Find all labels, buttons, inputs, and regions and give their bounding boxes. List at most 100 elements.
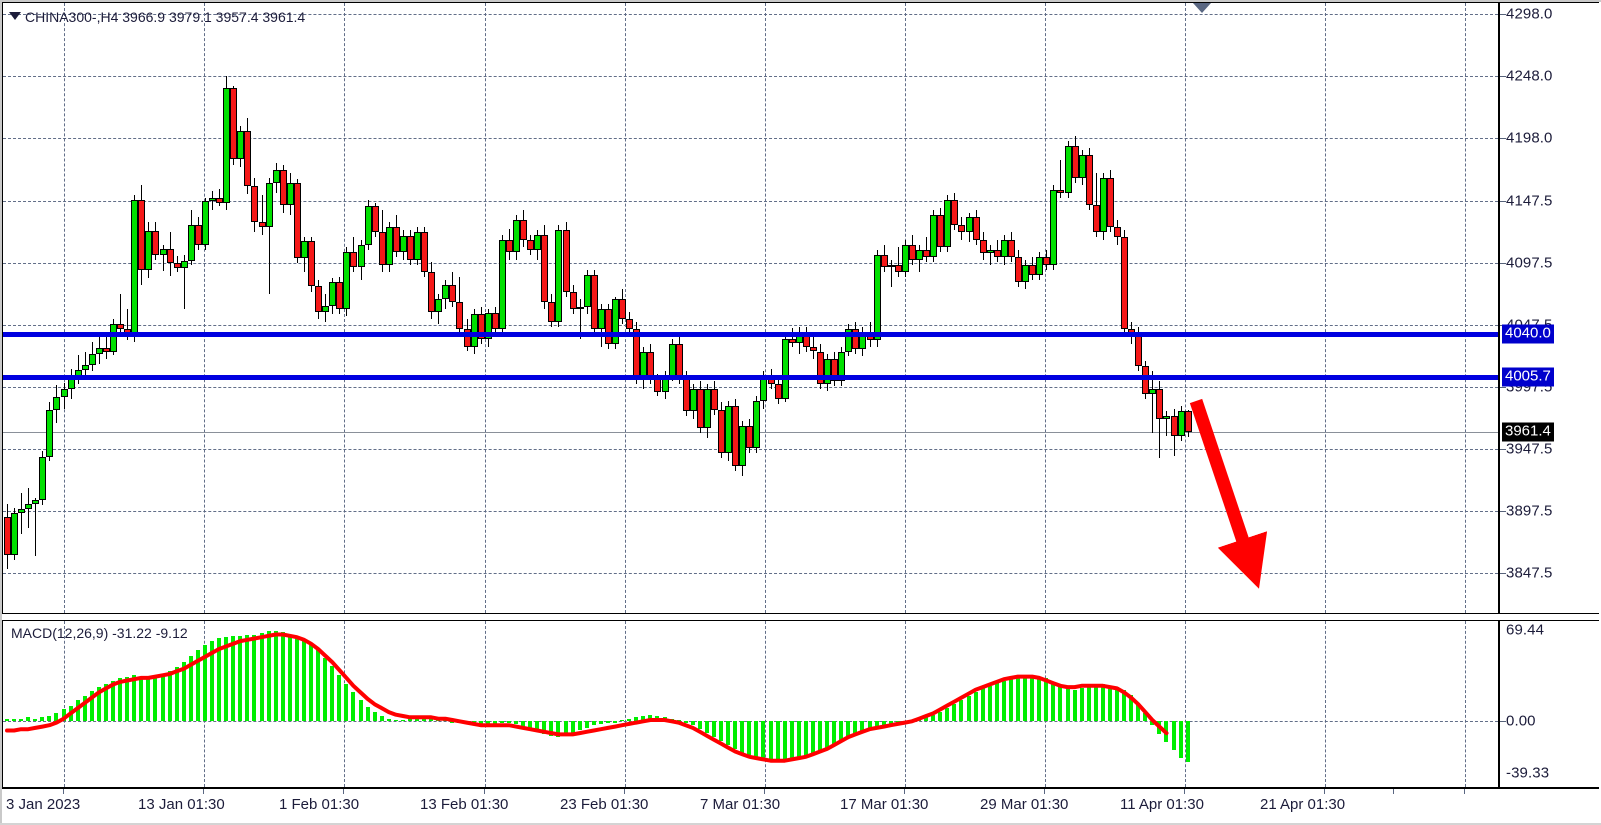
candle-body — [993, 249, 1001, 258]
macd-histogram-bar — [33, 718, 38, 722]
macd-histogram-bar — [316, 650, 321, 722]
macd-histogram-bar — [627, 718, 632, 722]
time-axis-tick — [62, 789, 64, 794]
price-tick-label: 3897.5 — [1506, 502, 1553, 520]
candle-body — [1036, 257, 1044, 275]
macd-histogram-bar — [881, 721, 886, 726]
macd-plot-area[interactable] — [3, 621, 1498, 787]
candle-body — [873, 254, 881, 341]
macd-scale[interactable]: 69.44 0.00 -39.33 — [1500, 621, 1600, 787]
price-tag[interactable]: 4005.7 — [1502, 367, 1554, 387]
macd-histogram-bar — [733, 721, 738, 749]
macd-histogram-bar — [294, 637, 299, 722]
candle-wick — [85, 351, 86, 379]
macd-histogram-bar — [683, 721, 688, 723]
price-tag[interactable]: 3961.4 — [1502, 422, 1554, 442]
candle-wick — [269, 177, 270, 295]
price-tag[interactable]: 4040.0 — [1502, 324, 1554, 344]
candle-body — [689, 388, 697, 412]
price-tick-mark — [1500, 510, 1506, 512]
macd-histogram-bar — [238, 635, 243, 722]
macd-histogram-bar — [499, 721, 504, 723]
candle-body — [626, 319, 634, 330]
candle-body — [732, 406, 740, 466]
price-tick-mark — [1500, 138, 1506, 140]
candle-body — [951, 200, 959, 225]
candle-wick — [792, 327, 793, 347]
price-scale[interactable]: 4298.04248.04198.04147.54097.54047.53997… — [1500, 3, 1600, 613]
macd-histogram-bar — [415, 717, 420, 722]
candle-body — [1015, 257, 1022, 283]
candle-wick — [127, 309, 128, 341]
candle-body — [173, 263, 181, 269]
macd-histogram-bar — [528, 721, 533, 730]
time-axis[interactable]: 3 Jan 2023 13 Jan 01:30 1 Feb 01:30 13 Feb … — [2, 788, 1599, 825]
macd-histogram-bar — [26, 717, 31, 722]
candle-body — [1135, 334, 1143, 367]
macd-tick-label: 69.44 — [1506, 621, 1545, 639]
price-plot-area[interactable] — [3, 3, 1498, 613]
candle-body — [456, 301, 464, 330]
candle-body — [223, 88, 231, 203]
candle-body — [18, 509, 26, 513]
macd-histogram-bar — [1171, 721, 1176, 751]
macd-histogram-bar — [273, 630, 278, 722]
candle-body — [682, 378, 690, 412]
macd-histogram-bar — [1016, 676, 1020, 722]
macd-scale-separator — [1498, 621, 1500, 787]
candle-body — [484, 313, 492, 340]
macd-histogram-bar — [542, 721, 547, 735]
macd-histogram-bar — [1086, 685, 1091, 722]
macd-histogram-bar — [1114, 687, 1119, 722]
macd-histogram-bar — [1030, 675, 1035, 722]
macd-histogram-bar — [195, 650, 200, 722]
candle-body — [619, 299, 627, 320]
macd-histogram-bar — [818, 721, 823, 753]
price-horizontal-gridline — [3, 324, 1498, 326]
candle-body — [95, 347, 103, 354]
macd-histogram-bar — [1051, 681, 1056, 722]
candle-body — [1163, 416, 1171, 419]
macd-histogram-bar — [761, 721, 766, 760]
price-vertical-gridline — [1324, 3, 1326, 613]
candle-body — [703, 388, 711, 429]
macd-histogram-bar — [252, 634, 257, 722]
candle-body — [880, 254, 888, 268]
candle-body — [711, 388, 718, 410]
macd-histogram-bar — [330, 666, 335, 722]
time-axis-tick — [483, 789, 485, 794]
macd-histogram-bar — [167, 671, 172, 722]
macd-histogram-bar — [796, 721, 801, 760]
macd-indicator-panel[interactable]: MACD(12,26,9) -31.22 -9.12 69.44 0.00 -39.… — [2, 620, 1600, 788]
candle-body — [1113, 227, 1121, 238]
candle-wick — [1166, 411, 1167, 436]
macd-histogram-bar — [726, 721, 731, 745]
macd-histogram-bar — [648, 714, 653, 722]
crosshair-marker-icon[interactable] — [1193, 3, 1211, 13]
price-vertical-gridline — [63, 3, 65, 613]
macd-histogram-bar — [867, 721, 872, 730]
time-axis-label: 17 Mar 01:30 — [840, 796, 929, 813]
macd-histogram-bar — [987, 685, 992, 722]
candle-wick — [106, 336, 107, 359]
candle-body — [1022, 264, 1030, 282]
candle-body — [979, 239, 987, 254]
macd-histogram-bar — [952, 704, 957, 722]
price-level-line[interactable] — [3, 332, 1498, 338]
candle-body — [491, 313, 499, 330]
price-level-line[interactable] — [3, 374, 1498, 380]
price-scale-separator — [1498, 3, 1500, 613]
candle-body — [505, 239, 513, 253]
window-bottom-edge — [0, 823, 1601, 825]
price-chart-panel[interactable]: CHINA300-,H4 3966.9 3979.1 3957.4 3961.4… — [2, 2, 1600, 614]
candle-body — [838, 351, 846, 382]
candle-body — [809, 346, 817, 352]
macd-histogram-bar — [803, 721, 808, 759]
macd-histogram-bar — [111, 680, 116, 722]
macd-histogram-bar — [372, 712, 377, 722]
price-legend: CHINA300-,H4 3966.9 3979.1 3957.4 3961.4 — [25, 9, 306, 25]
macd-vertical-gridline — [1464, 621, 1466, 787]
candle-body — [449, 284, 457, 302]
triangle-down-icon[interactable] — [9, 12, 21, 20]
time-axis-label: 13 Feb 01:30 — [420, 796, 509, 813]
